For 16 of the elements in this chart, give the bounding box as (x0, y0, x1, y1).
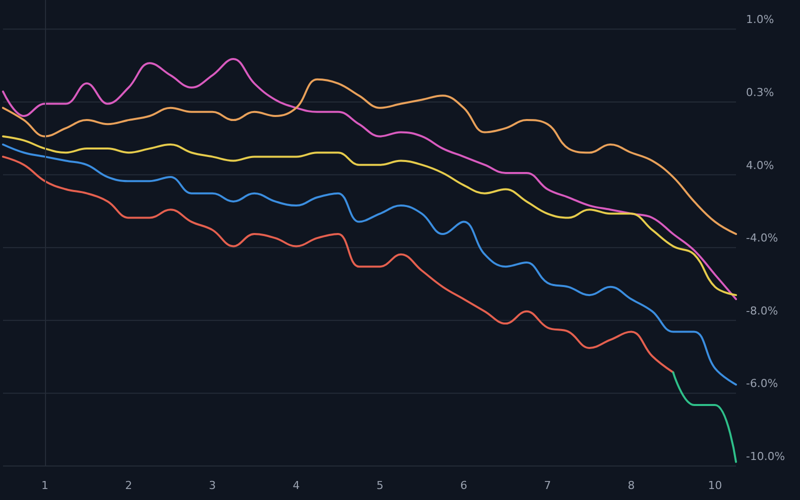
text: -8.0% (746, 304, 778, 318)
text: 4.0% (746, 158, 774, 172)
text: -10.0% (746, 450, 785, 463)
text: 1.0% (746, 13, 774, 26)
text: 0.3% (746, 86, 774, 99)
x-tick-label: 6 (460, 479, 468, 492)
x-tick-label: 8 (628, 479, 635, 492)
x-tick-label: 1 (41, 479, 48, 492)
x-tick-label: 10 (708, 479, 722, 492)
x-tick-label: 2 (125, 479, 132, 492)
x-tick-label: 4 (292, 479, 300, 492)
x-tick-label: 5 (376, 479, 384, 492)
text: -4.0% (746, 232, 778, 245)
text: -6.0% (746, 377, 778, 390)
x-tick-label: 7 (544, 479, 552, 492)
x-tick-label: 3 (208, 479, 216, 492)
